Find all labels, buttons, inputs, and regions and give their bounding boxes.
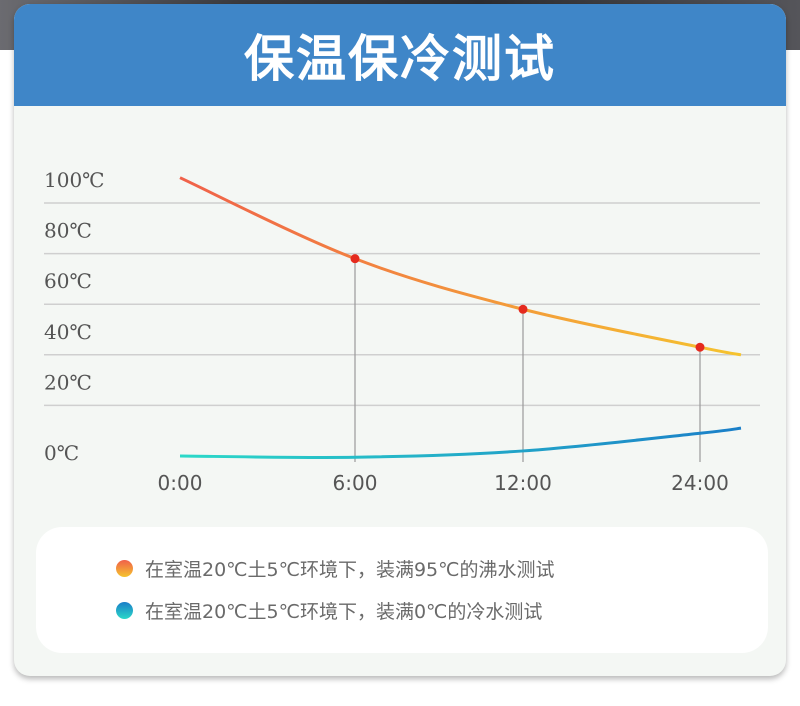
x-tick-label: 24:00 bbox=[671, 471, 729, 495]
card-header: 保温保冷测试 bbox=[14, 4, 786, 106]
data-point bbox=[695, 342, 705, 352]
legend-label-cold: 在室温20℃土5℃环境下，装满0℃的冷水测试 bbox=[145, 600, 543, 623]
temperature-chart: 0℃ 20℃ 40℃ 60℃ 80℃ 100℃ 0:00 6:00 12:00 24:00 bbox=[44, 168, 760, 495]
page-title: 保温保冷测试 bbox=[244, 30, 556, 88]
data-point bbox=[518, 304, 528, 314]
data-markers bbox=[350, 254, 705, 352]
legend-label-hot: 在室温20℃土5℃环境下，装满95℃的沸水测试 bbox=[145, 558, 555, 581]
data-point bbox=[350, 254, 360, 264]
drop-lines bbox=[354, 258, 701, 462]
legend-item-hot: 在室温20℃土5℃环境下，装满95℃的沸水测试 bbox=[116, 553, 554, 583]
legend-dot-hot bbox=[116, 559, 133, 577]
series-line-cold bbox=[179, 426, 742, 459]
y-tick-label: 20℃ bbox=[44, 370, 92, 394]
series-lines bbox=[179, 176, 742, 459]
series-line-hot bbox=[179, 176, 742, 357]
grid-lines bbox=[44, 202, 760, 407]
y-tick-label: 0℃ bbox=[44, 441, 79, 465]
y-tick-label: 60℃ bbox=[44, 269, 92, 293]
y-tick-label: 100℃ bbox=[44, 168, 105, 192]
legend-item-cold: 在室温20℃土5℃环境下，装满0℃的冷水测试 bbox=[116, 595, 542, 625]
y-axis-labels: 0℃ 20℃ 40℃ 60℃ 80℃ 100℃ bbox=[44, 168, 105, 465]
x-tick-label: 0:00 bbox=[158, 471, 203, 495]
x-tick-label: 12:00 bbox=[494, 471, 552, 495]
legend-dot-cold bbox=[116, 601, 133, 619]
legend: 在室温20℃土5℃环境下，装满95℃的沸水测试 在室温20℃土5℃环境下，装满0… bbox=[36, 527, 768, 653]
test-card: 保温保冷测试 0℃ 20℃ 40℃ 60℃ 80℃ 100℃ 0:00 6:00 12:00 2… bbox=[14, 4, 786, 676]
x-tick-label: 6:00 bbox=[333, 471, 378, 495]
x-axis-labels: 0:00 6:00 12:00 24:00 bbox=[158, 471, 729, 495]
y-tick-label: 40℃ bbox=[44, 320, 92, 344]
y-tick-label: 80℃ bbox=[44, 219, 92, 243]
